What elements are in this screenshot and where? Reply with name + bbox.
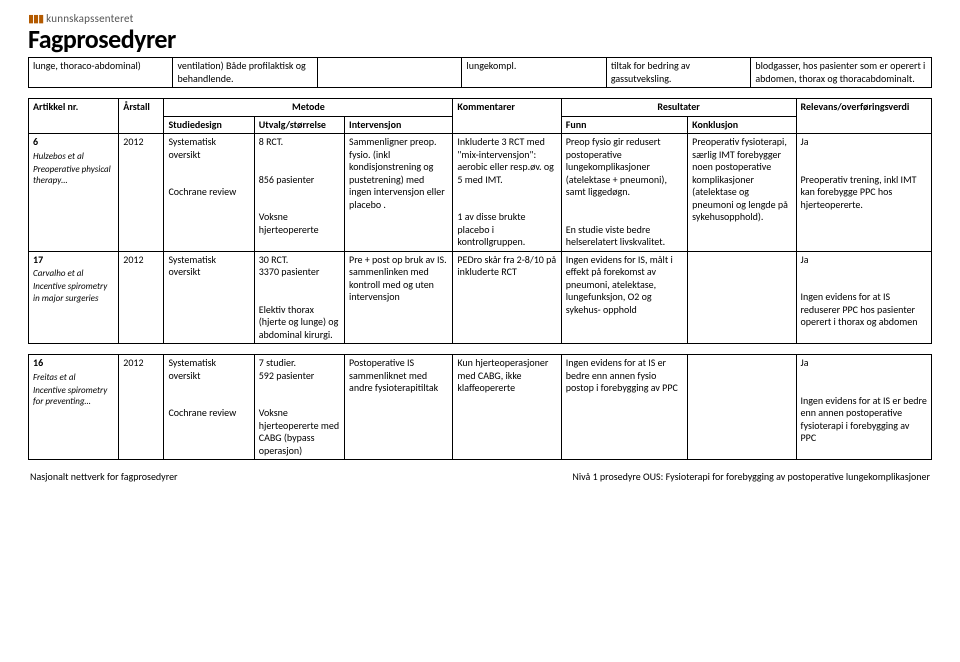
top-fragment-table: lunge, thoraco-abdominal) ventilation) B… bbox=[28, 57, 932, 88]
second-table: 16 Freitas et al Incentive spirometry fo… bbox=[28, 354, 932, 460]
table-row: 17 Carvalho et al Incentive spirometry i… bbox=[29, 251, 932, 344]
cell: tiltak for bedring av gassutveksling. bbox=[606, 58, 750, 88]
table-row: 16 Freitas et al Incentive spirometry fo… bbox=[29, 355, 932, 460]
group-method: Metode bbox=[164, 99, 453, 117]
article-number: 6 bbox=[33, 135, 38, 148]
cell-year: 2012 bbox=[119, 355, 164, 460]
cell: lungekompl. bbox=[462, 58, 606, 88]
article-authors: Hulzebos et al bbox=[33, 151, 114, 162]
cell-comments: Kun hjerteoperasjoner med CABG, ikke kla… bbox=[453, 355, 561, 460]
cell-intervention: Pre + post op bruk av IS. sammenlinken m… bbox=[345, 251, 453, 344]
article-number: 17 bbox=[33, 253, 43, 266]
col-findings: Funn bbox=[561, 116, 687, 134]
cell-article: 16 Freitas et al Incentive spirometry fo… bbox=[29, 355, 119, 460]
cell-sample: 30 RCT.3370 pasienterElektiv thorax (hje… bbox=[254, 251, 344, 344]
table-header-row: Artikkel nr. Årstall Metode Kommentarer … bbox=[29, 99, 932, 117]
cell-design: Systematisk oversiktCochrane review bbox=[164, 355, 254, 460]
col-conclusion: Konklusjon bbox=[688, 116, 796, 134]
cell-sample: 7 studier.592 pasienterVoksne hjerteoper… bbox=[254, 355, 344, 460]
cell-conclusion bbox=[688, 355, 796, 460]
cell-article: 17 Carvalho et al Incentive spirometry i… bbox=[29, 251, 119, 344]
cell-relevance: JaIngen evidens for at IS er bedre enn a… bbox=[796, 355, 931, 460]
col-intervention: Intervensjon bbox=[345, 116, 453, 134]
cell: blodgasser, hos pasienter som er operert… bbox=[751, 58, 932, 88]
cell-article: 6 Hulzebos et al Preoperative physical t… bbox=[29, 134, 119, 252]
cell-sample: 8 RCT.856 pasienterVoksne hjerteopererte bbox=[254, 134, 344, 252]
cell-findings: Ingen evidens for IS, målt i effekt på f… bbox=[561, 251, 687, 344]
cell-findings: Ingen evidens for at IS er bedre enn ann… bbox=[561, 355, 687, 460]
article-title: Incentive spirometry in major surgeries bbox=[33, 281, 114, 304]
cell-conclusion: Preoperativ fysioterapi, særlig IMT fore… bbox=[688, 134, 796, 252]
col-relevance: Relevans/overføringsverdi bbox=[796, 99, 931, 134]
cell-design: Systematisk oversikt bbox=[164, 251, 254, 344]
article-title: Preoperative physical therapy… bbox=[33, 164, 114, 187]
col-article: Artikkel nr. bbox=[29, 99, 119, 134]
article-number: 16 bbox=[33, 356, 43, 369]
footer-left: Nasjonalt nettverk for fagprosedyrer bbox=[30, 470, 178, 483]
main-table: Artikkel nr. Årstall Metode Kommentarer … bbox=[28, 98, 932, 344]
brand-title: Fagprosedyrer bbox=[28, 23, 932, 55]
cell-design: Systematisk oversiktCochrane review bbox=[164, 134, 254, 252]
cell-comments: PEDro skår fra 2-8/10 på inkluderte RCT bbox=[453, 251, 561, 344]
cell-conclusion bbox=[688, 251, 796, 344]
col-design: Studiedesign bbox=[164, 116, 254, 134]
cell-intervention: Postoperative IS sammenliknet med andre … bbox=[345, 355, 453, 460]
col-comments: Kommentarer bbox=[453, 99, 561, 134]
article-title: Incentive spirometry for preventing… bbox=[33, 385, 114, 408]
cell: lunge, thoraco-abdominal) bbox=[29, 58, 173, 88]
page-footer: Nasjonalt nettverk for fagprosedyrer Niv… bbox=[28, 470, 932, 483]
table-row: 6 Hulzebos et al Preoperative physical t… bbox=[29, 134, 932, 252]
cell-findings: Preop fysio gir redusert postoperative l… bbox=[561, 134, 687, 252]
brand-block: ▮▮▮kunnskapssenteret Fagprosedyrer bbox=[28, 12, 932, 55]
cell-year: 2012 bbox=[119, 251, 164, 344]
article-authors: Freitas et al bbox=[33, 372, 114, 383]
cell: ventilation) Både profilaktisk og behand… bbox=[173, 58, 317, 88]
page: ▮▮▮kunnskapssenteret Fagprosedyrer lunge… bbox=[0, 0, 960, 491]
cell-relevance: JaPreoperativ trening, inkl IMT kan fore… bbox=[796, 134, 931, 252]
cell bbox=[317, 58, 461, 88]
cell-comments: Inkluderte 3 RCT med "mix-intervensjon":… bbox=[453, 134, 561, 252]
col-year: Årstall bbox=[119, 99, 164, 134]
cell-year: 2012 bbox=[119, 134, 164, 252]
group-results: Resultater bbox=[561, 99, 796, 117]
col-sample: Utvalg/størrelse bbox=[254, 116, 344, 134]
article-authors: Carvalho et al bbox=[33, 268, 114, 279]
table-row: lunge, thoraco-abdominal) ventilation) B… bbox=[29, 58, 932, 88]
footer-right: Nivå 1 prosedyre OUS: Fysioterapi for fo… bbox=[572, 470, 930, 483]
cell-intervention: Sammenligner preop. fysio. (inkl kondisj… bbox=[345, 134, 453, 252]
cell-relevance: JaIngen evidens for at IS reduserer PPC … bbox=[796, 251, 931, 344]
